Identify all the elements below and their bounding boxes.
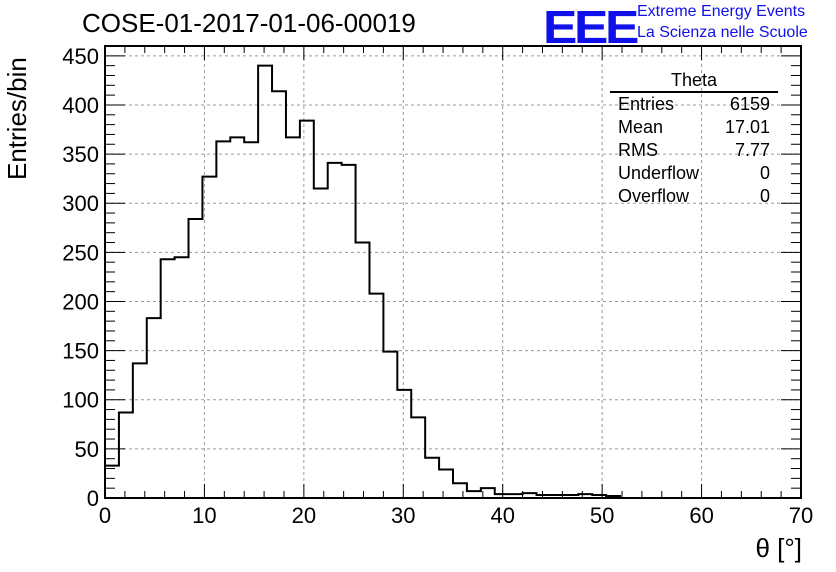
- histogram-bar: [300, 121, 314, 498]
- histogram-bar: [202, 177, 216, 498]
- stats-box-title: Theta: [610, 70, 778, 93]
- stats-value: 6159: [729, 94, 770, 114]
- y-tick-label: 350: [62, 142, 99, 167]
- histogram-bar: [467, 491, 481, 498]
- x-tick-label: 20: [292, 503, 316, 528]
- histogram-bar: [286, 137, 300, 498]
- histogram-bar: [481, 488, 495, 498]
- eee-logo: EEE: [543, 1, 639, 53]
- x-tick-labels: 0 10 20 30 40 50 60 70: [99, 503, 813, 528]
- stats-label: Entries: [618, 94, 675, 114]
- histogram-bar: [216, 141, 230, 498]
- stats-row-underflow: Underflow 0: [610, 163, 778, 186]
- y-tick-label: 150: [62, 339, 99, 364]
- x-tick-label: 0: [99, 503, 111, 528]
- stats-row-mean: Mean 17.01: [610, 117, 778, 140]
- x-tick-label: 50: [590, 503, 614, 528]
- histogram-bar: [397, 390, 411, 498]
- histogram-bar: [244, 142, 258, 498]
- y-tick-label: 0: [87, 486, 99, 511]
- chart-title: COSE-01-2017-01-06-00019: [82, 8, 416, 38]
- stats-value: 17.01: [724, 117, 770, 137]
- histogram-bar: [119, 413, 133, 498]
- y-tick-label: 100: [62, 388, 99, 413]
- y-tick-label: 250: [62, 240, 99, 265]
- histogram-bar: [383, 352, 397, 498]
- brand-line-1: Extreme Energy Events: [637, 3, 806, 20]
- stats-value: 7.77: [734, 140, 770, 160]
- stats-label: RMS: [618, 140, 658, 160]
- histogram-bar: [147, 318, 161, 498]
- histogram-bar: [230, 137, 244, 498]
- x-tick-label: 40: [490, 503, 514, 528]
- histogram-bar: [314, 188, 328, 498]
- grid-lines: [105, 46, 801, 498]
- y-tick-labels: 0 50 100 150 200 250 300 350 400 450: [62, 44, 99, 511]
- y-tick-label: 450: [62, 44, 99, 69]
- histogram-bar: [453, 483, 467, 498]
- histogram-bar: [189, 219, 203, 498]
- x-tick-label: 70: [789, 503, 813, 528]
- histogram-bars: [104, 64, 801, 499]
- x-tick-label: 30: [391, 503, 415, 528]
- y-axis-label: Entries/bin: [2, 57, 32, 180]
- histogram-bar: [369, 294, 383, 498]
- y-tick-label: 50: [75, 437, 99, 462]
- histogram-bar: [328, 163, 342, 498]
- histogram-bar: [161, 259, 175, 498]
- histogram-bar: [425, 458, 439, 498]
- y-tick-label: 200: [62, 289, 99, 314]
- stats-label: Overflow: [618, 186, 690, 206]
- histogram-bar: [258, 66, 272, 498]
- y-tick-label: 400: [62, 93, 99, 118]
- histogram-bar: [411, 417, 425, 498]
- stats-row-rms: RMS 7.77: [610, 140, 778, 163]
- histogram-outline: [104, 64, 801, 499]
- stats-box: Theta Entries 6159 Mean 17.01 RMS 7.77 Unde…: [610, 70, 778, 209]
- histogram-bar: [342, 165, 356, 498]
- y-tick-label: 300: [62, 191, 99, 216]
- x-axis-label: θ [°]: [755, 533, 802, 563]
- x-tick-label: 60: [689, 503, 713, 528]
- histogram-bar: [439, 470, 453, 498]
- histogram-bar: [356, 243, 370, 498]
- stats-value: 0: [759, 163, 770, 183]
- axis-ticks: [104, 45, 802, 499]
- stats-row-overflow: Overflow 0: [610, 186, 778, 209]
- brand-line-2: La Scienza nelle Scuole: [637, 24, 808, 41]
- histogram-bar: [105, 466, 119, 498]
- histogram-bar: [272, 91, 286, 498]
- x-tick-label: 10: [192, 503, 216, 528]
- stats-row-entries: Entries 6159: [610, 94, 778, 117]
- histogram-bar: [133, 363, 147, 498]
- histogram-bar: [175, 257, 189, 498]
- stats-label: Mean: [618, 117, 664, 137]
- stats-value: 0: [759, 186, 770, 206]
- stats-label: Underflow: [618, 163, 700, 183]
